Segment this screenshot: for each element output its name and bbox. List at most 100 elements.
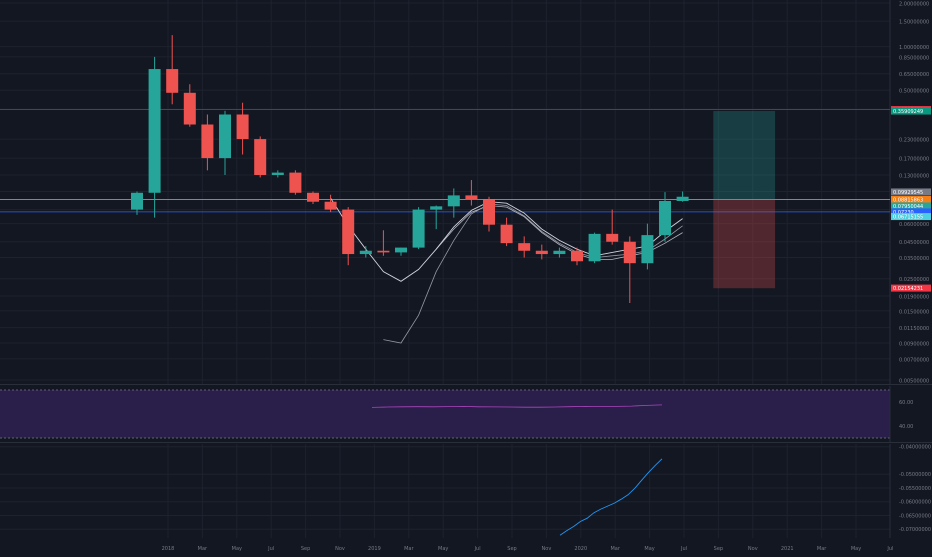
candle-body[interactable]: [254, 139, 267, 175]
price-tick-label: 0.65000000: [899, 72, 929, 78]
candle-body[interactable]: [289, 172, 302, 193]
time-tick-label: Jul: [267, 546, 274, 552]
pane-separator[interactable]: [0, 384, 932, 385]
candle-body[interactable]: [659, 200, 671, 236]
candle-body[interactable]: [359, 250, 372, 255]
time-tick-label: 2018: [162, 546, 175, 552]
price-tick-label: 0.00700000: [899, 357, 929, 363]
price-marker-label: 0.35909249: [893, 109, 923, 115]
long-position-profit-zone[interactable]: [713, 111, 776, 200]
candle-body[interactable]: [465, 195, 478, 200]
oscillator-chart: -0.04000000 -0.05000000 -0.05500000 -0.0600…: [0, 444, 931, 538]
candle-body[interactable]: [412, 209, 425, 248]
candle-body[interactable]: [676, 196, 689, 201]
oscillator-tick-label: -0.05500000: [899, 486, 931, 492]
time-axis[interactable]: 2018 Mar May Jul Sep Nov 2019 Mar May Jul Sep Nov 20…: [0, 538, 932, 552]
time-tick-label: 2021: [781, 546, 794, 552]
candle-body[interactable]: [430, 206, 443, 210]
time-tick-label: Sep: [507, 546, 516, 552]
price-tick-label: 0.04500000: [899, 240, 929, 246]
time-tick-label: May: [851, 546, 861, 552]
oscillator-pane[interactable]: -0.04000000 -0.05000000 -0.05500000 -0.0600…: [0, 444, 932, 538]
time-tick-label: Sep: [714, 546, 723, 552]
price-marker-ma-3[interactable]: 0.06715155: [891, 213, 931, 221]
price-marker-ma-1[interactable]: 0.07950044: [891, 202, 931, 210]
time-tick-label-partial: [135, 546, 137, 552]
oscillator-tick-label: -0.04000000: [899, 445, 931, 451]
long-position-loss-zone[interactable]: [713, 199, 776, 289]
price-marker-label: 0.06715155: [893, 215, 923, 221]
price-tick-label: 0.01500000: [899, 309, 929, 315]
price-tick-label: 0.02500000: [899, 277, 929, 283]
price-marker-ma-2[interactable]: 0.07230: [891, 208, 931, 216]
price-marker-label: 0.07950044: [893, 204, 923, 210]
time-tick-label: Mar: [404, 546, 414, 552]
time-tick-label: Mar: [817, 546, 827, 552]
candle-body[interactable]: [483, 199, 495, 225]
time-tick-label: Jul: [680, 546, 687, 552]
candle-body[interactable]: [571, 250, 583, 262]
price-tick-label: 1.50000000: [899, 20, 929, 26]
oscillator-line: [559, 458, 663, 536]
candle-body[interactable]: [236, 114, 249, 140]
candle-body[interactable]: [219, 114, 231, 159]
candle-body[interactable]: [183, 92, 196, 125]
candle-body[interactable]: [395, 247, 407, 253]
price-tick-label: 0.17000000: [899, 157, 929, 163]
candle-body[interactable]: [148, 69, 161, 193]
time-tick-label: May: [232, 546, 242, 552]
price-chart[interactable]: 2.00000000 1.50000000 1.00000000 0.85000000…: [0, 0, 932, 385]
price-tick-label: 0.50000000: [899, 89, 929, 95]
candle-body[interactable]: [131, 192, 143, 210]
candle-body[interactable]: [166, 69, 179, 93]
candle-body[interactable]: [641, 235, 654, 264]
price-chart-pane[interactable]: 2.00000000 1.50000000 1.00000000 0.85000000…: [0, 0, 932, 385]
candle-body[interactable]: [271, 172, 284, 175]
price-tick-label: 0.01150000: [899, 326, 929, 332]
price-marker-background: [891, 284, 931, 292]
candle-body[interactable]: [588, 233, 601, 262]
time-tick-label: Jul: [886, 546, 893, 552]
candle-body[interactable]: [606, 233, 619, 242]
candle-body[interactable]: [623, 241, 636, 264]
price-tick-label: 2.00000000: [899, 2, 929, 8]
candle-body[interactable]: [324, 201, 337, 210]
price-marker-orange-line[interactable]: 0.08815863: [891, 195, 931, 204]
time-tick-label: Mar: [198, 546, 208, 552]
rsi-line: [371, 404, 663, 408]
candle-body[interactable]: [535, 250, 548, 255]
candle-body[interactable]: [447, 195, 460, 207]
price-tick-label: 0.13000000: [899, 173, 929, 179]
time-tick-label: Jul: [474, 546, 481, 552]
time-tick-label: Sep: [301, 546, 310, 552]
candle-body[interactable]: [500, 224, 513, 244]
time-tick-label: Nov: [748, 546, 758, 552]
pane-separator[interactable]: [0, 442, 932, 443]
candle-body[interactable]: [377, 250, 390, 253]
oscillator-tick-label: -0.05000000: [899, 472, 931, 478]
candle-body[interactable]: [342, 209, 355, 255]
price-marker-stop[interactable]: 0.02154231: [891, 284, 931, 293]
price-marker-background: [891, 107, 931, 115]
price-marker-label: 0.02154231: [893, 286, 923, 292]
rsi-chart: 60.00 40.00: [0, 386, 913, 442]
price-tick-label: 0.23000000: [899, 138, 929, 144]
candle-body[interactable]: [553, 250, 566, 255]
rsi-pane[interactable]: 60.00 40.00: [0, 386, 932, 442]
candle-body[interactable]: [201, 124, 214, 159]
price-marker-label: 0.09929545: [893, 190, 923, 196]
oscillator-tick-label: -0.06000000: [899, 500, 931, 506]
rsi-background-band: [0, 390, 890, 438]
rsi-tick-label: 40.00: [899, 424, 913, 430]
time-tick-label: Nov: [335, 546, 345, 552]
price-marker-background: [891, 208, 931, 216]
price-marker-background: [891, 195, 931, 203]
time-tick-label: Mar: [610, 546, 620, 552]
candle-body[interactable]: [518, 243, 531, 251]
price-tick-label: 0.01900000: [899, 294, 929, 300]
price-marker-last-price[interactable]: 0.09929545: [891, 188, 931, 196]
oscillator-tick-label: -0.06500000: [899, 513, 931, 519]
candle-body[interactable]: [307, 192, 319, 202]
price-marker-green-target[interactable]: 0.35909249: [891, 107, 931, 116]
price-marker-background: [891, 213, 931, 221]
